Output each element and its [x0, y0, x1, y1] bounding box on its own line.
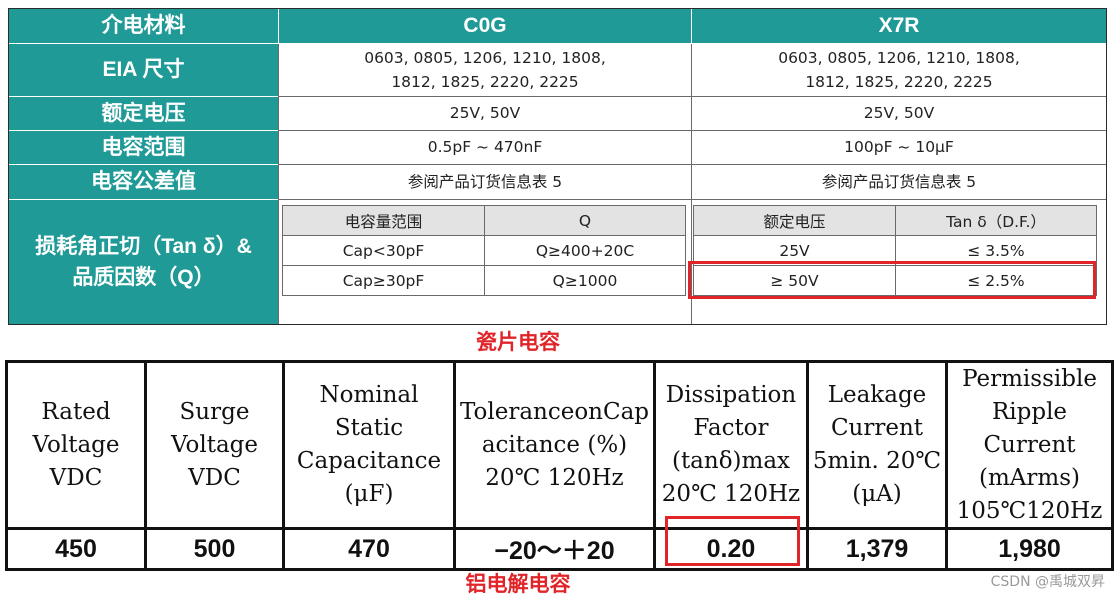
row-label: EIA 尺寸: [9, 44, 278, 97]
electrolytic-header-row: Rated Voltage VDC Surge Voltage VDC Nomi…: [5, 359, 1114, 531]
value-rated-voltage: 450: [5, 527, 147, 572]
highlight-box-x7r-50v: [688, 261, 1096, 299]
header-x7r: X7R: [691, 9, 1106, 44]
subtable-cell: Q≥400+20C: [484, 235, 686, 266]
electrolytic-value-row: 450 500 470 −20～＋20 0.20 1,379 1,980: [5, 527, 1114, 572]
row-tolerance: 电容公差值 参阅产品订货信息表 5 参阅产品订货信息表 5: [9, 165, 1106, 200]
subtable-cell: Q≥1000: [484, 265, 686, 296]
value-nominal-capacitance: 470: [282, 527, 456, 572]
x7r-value: 0603, 0805, 1206, 1210, 1808, 1812, 1825…: [691, 44, 1106, 97]
ceramic-capacitor-table: 介电材料 C0G X7R EIA 尺寸 0603, 0805, 1206, 12…: [8, 8, 1107, 325]
row-capacitance-range: 电容范围 0.5pF ~ 470nF 100pF ~ 10μF: [9, 131, 1106, 165]
header-tolerance: ToleranceonCap acitance (%) 20℃ 120Hz: [453, 359, 656, 531]
subtable-header: 电容量范围: [282, 205, 485, 236]
ceramic-header-row: 介电材料 C0G X7R: [9, 9, 1106, 44]
header-leakage-current: Leakage Current 5min. 20℃ (μA): [806, 359, 948, 531]
c0g-value: 25V, 50V: [278, 97, 691, 131]
c0g-value: 0.5pF ~ 470nF: [278, 131, 691, 165]
row-eia-size: EIA 尺寸 0603, 0805, 1206, 1210, 1808, 181…: [9, 44, 1106, 97]
value-surge-voltage: 500: [144, 527, 285, 572]
x7r-df-subtable: 额定电压 Tan δ（D.F.） 25V ≤ 3.5% ≥ 50V ≤ 2.5%: [693, 205, 1097, 296]
row-label: 额定电压: [9, 97, 278, 131]
subtable-header: Q: [484, 205, 686, 236]
subtable-cell: ≤ 2.5%: [895, 265, 1097, 296]
x7r-value: 25V, 50V: [691, 97, 1106, 131]
row-label: 损耗角正切（Tan δ）& 品质因数（Q）: [9, 200, 278, 324]
header-dielectric-label: 介电材料: [9, 9, 278, 44]
value-leakage-current: 1,379: [806, 527, 948, 572]
c0g-loss-cell: [278, 200, 691, 324]
value-ripple-current: 1,980: [945, 527, 1114, 572]
subtable-cell: Cap≥30pF: [282, 265, 485, 296]
subtable-cell: Cap<30pF: [282, 235, 485, 266]
x7r-value: 100pF ~ 10μF: [691, 131, 1106, 165]
csdn-watermark: CSDN @禹城双昇: [990, 574, 1105, 590]
c0g-value: 参阅产品订货信息表 5: [278, 165, 691, 200]
subtable-cell: ≥ 50V: [693, 265, 896, 296]
row-label: 电容范围: [9, 131, 278, 165]
header-c0g: C0G: [278, 9, 691, 44]
row-rated-voltage: 额定电压 25V, 50V 25V, 50V: [9, 97, 1106, 131]
subtable-header: 额定电压: [693, 205, 896, 236]
electrolytic-caption: 铝电解电容: [465, 573, 571, 596]
c0g-value: 0603, 0805, 1206, 1210, 1808, 1812, 1825…: [278, 44, 691, 97]
header-dissipation-factor: Dissipation Factor (tanδ)max 20℃ 120Hz: [653, 359, 809, 531]
subtable-header: Tan δ（D.F.）: [895, 205, 1097, 236]
header-surge-voltage: Surge Voltage VDC: [144, 359, 285, 531]
subtable-cell: ≤ 3.5%: [895, 235, 1097, 266]
header-rated-voltage: Rated Voltage VDC: [5, 359, 147, 531]
header-nominal-capacitance: Nominal Static Capacitance (μF): [282, 359, 456, 531]
subtable-cell: 25V: [693, 235, 896, 266]
row-loss-tangent: 损耗角正切（Tan δ）& 品质因数（Q） 电容量范围 Q Cap<30pF Q…: [9, 200, 1106, 324]
row-label: 电容公差值: [9, 165, 278, 200]
c0g-q-subtable: 电容量范围 Q Cap<30pF Q≥400+20C Cap≥30pF Q≥10…: [282, 205, 686, 296]
ceramic-caption: 瓷片电容: [476, 331, 560, 354]
electrolytic-capacitor-table: Rated Voltage VDC Surge Voltage VDC Nomi…: [5, 359, 1114, 572]
x7r-value: 参阅产品订货信息表 5: [691, 165, 1106, 200]
value-tolerance: −20～＋20: [453, 527, 656, 572]
header-ripple-current: Permissible Ripple Current (mArms) 105℃1…: [945, 359, 1114, 531]
highlight-box-dissipation: [665, 516, 800, 566]
